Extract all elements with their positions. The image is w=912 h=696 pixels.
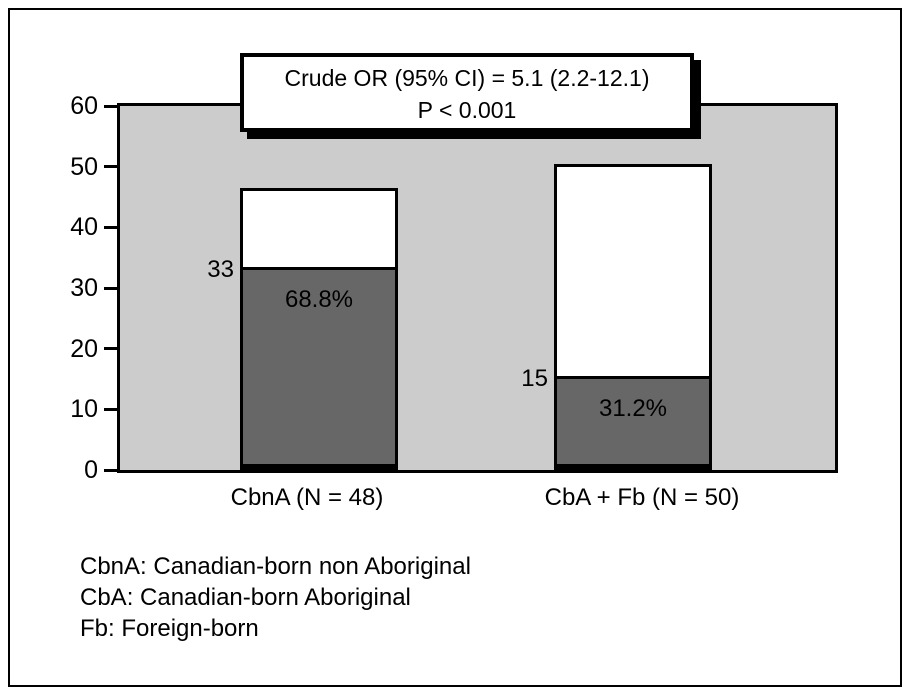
annotation-line-2: P < 0.001: [417, 97, 517, 123]
bar-cbna: 68.8%: [240, 188, 398, 470]
y-tick-mark: [104, 287, 118, 290]
plot-area: 68.8% 31.2%: [117, 103, 838, 473]
y-tick-mark: [104, 105, 118, 108]
y-tick-label: 10: [70, 395, 98, 423]
count-label: 15: [521, 365, 548, 392]
footnote-block: CbnA: Canadian-born non Aboriginal CbA: …: [80, 551, 471, 644]
y-tick-label: 20: [70, 335, 98, 363]
shaded-segment: 68.8%: [240, 267, 398, 467]
y-tick-mark: [104, 347, 118, 350]
y-tick-mark: [104, 469, 118, 472]
footnote-line: CbnA: Canadian-born non Aboriginal: [80, 553, 471, 580]
bar-cba-fb: 31.2%: [554, 164, 712, 470]
footnote-line: Fb: Foreign-born: [80, 615, 259, 642]
annotation-line-1: Crude OR (95% CI) = 5.1 (2.2-12.1): [284, 65, 650, 91]
category-label: CbA + Fb (N = 50): [544, 484, 740, 511]
percent-label: 68.8%: [284, 286, 354, 313]
y-tick-mark: [104, 226, 118, 229]
y-tick-mark: [104, 408, 118, 411]
count-label: 33: [207, 256, 234, 283]
y-tick-label: 40: [70, 213, 98, 241]
percent-label: 31.2%: [598, 395, 668, 422]
y-tick-label: 60: [70, 92, 98, 120]
footnote-line: CbA: Canadian-born Aboriginal: [80, 584, 411, 611]
y-tick-label: 50: [70, 153, 98, 181]
figure-frame: [8, 8, 902, 687]
y-tick-label: 30: [70, 274, 98, 302]
shaded-segment: 31.2%: [554, 376, 712, 467]
annotation-box: Crude OR (95% CI) = 5.1 (2.2-12.1) P < 0…: [240, 53, 694, 132]
category-label: CbnA (N = 48): [230, 484, 384, 511]
y-tick-mark: [104, 165, 118, 168]
y-tick-label: 0: [84, 456, 98, 484]
